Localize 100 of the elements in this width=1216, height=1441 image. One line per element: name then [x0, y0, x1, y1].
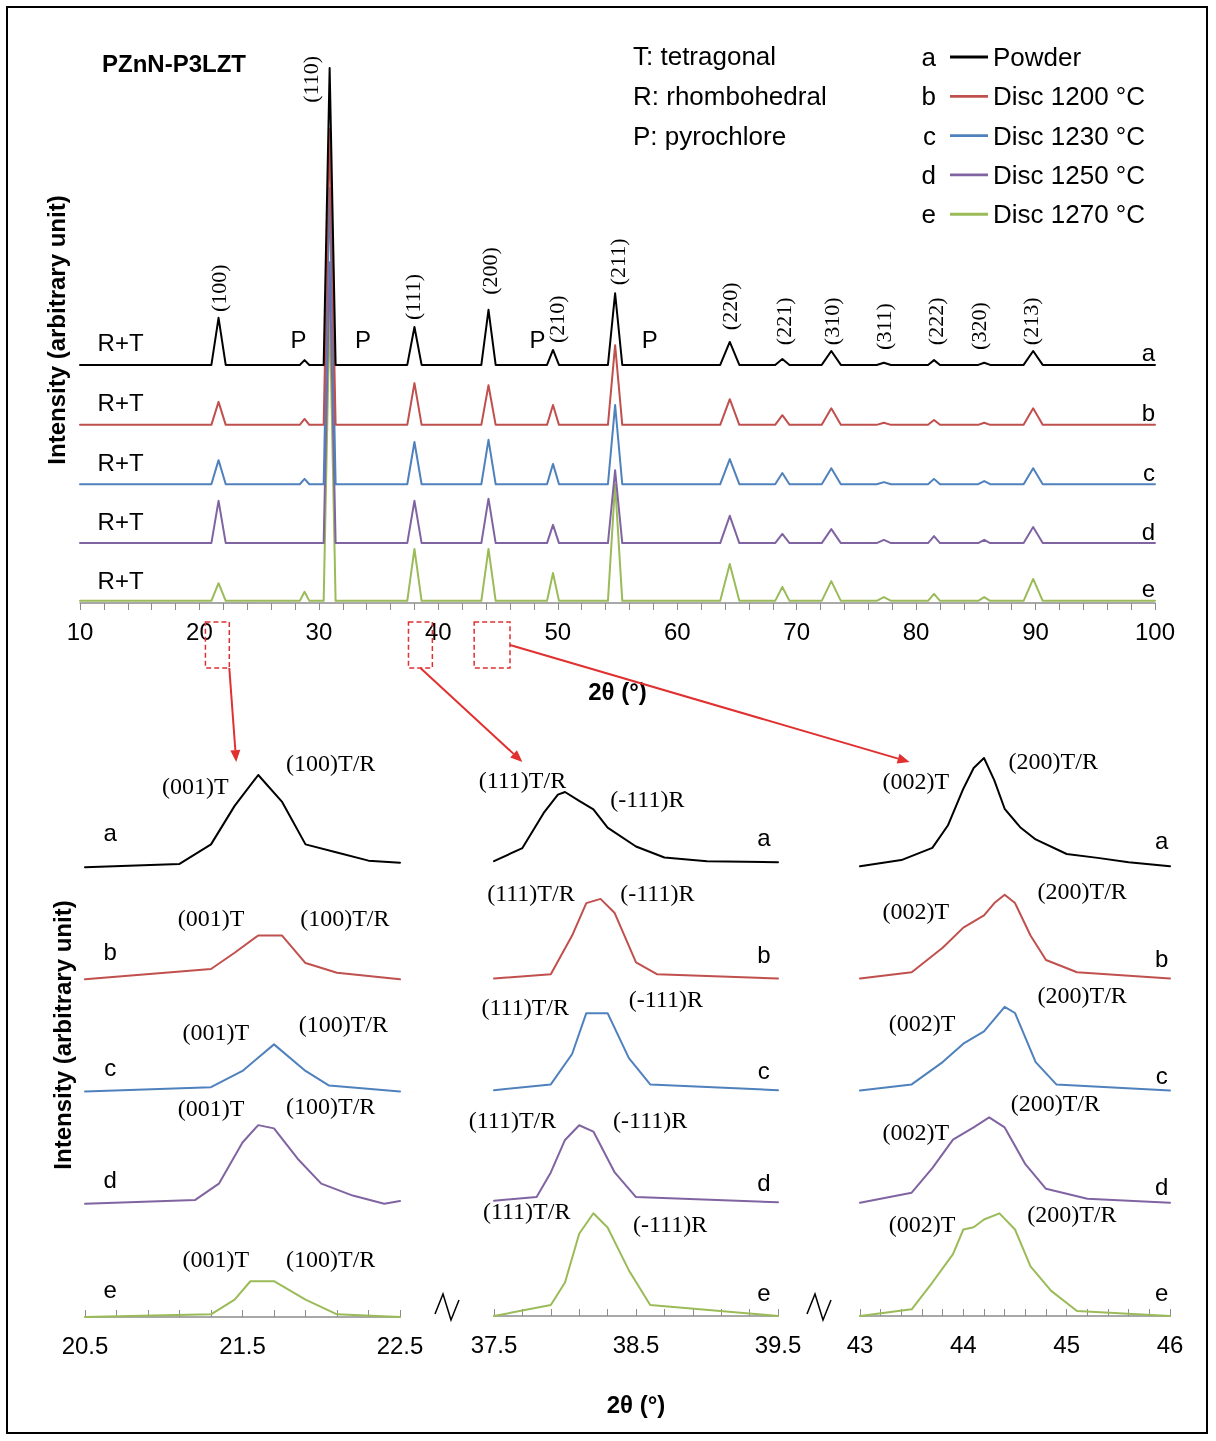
chart-title: PZnN-P3LZT	[102, 49, 247, 77]
annotation: R+T	[97, 566, 144, 594]
annotation: (100)T/R	[286, 750, 376, 776]
text: c	[923, 120, 936, 151]
x-tick-label: 22.5	[376, 1331, 424, 1359]
annotation: (111)T/R	[482, 1198, 571, 1225]
legend-label: Disc 1250 °C	[993, 159, 1146, 190]
x-tick-label: 20	[186, 617, 213, 645]
annotation: (001)T	[182, 1246, 250, 1273]
text: d	[921, 159, 936, 190]
x-axis-title: 2θ (°)	[606, 1390, 666, 1418]
annotation: R+T	[97, 507, 144, 535]
annotation: (001)T	[161, 772, 229, 799]
annotation: (221)	[771, 297, 797, 346]
annotation: (-111)R	[620, 880, 695, 907]
annotation: (100)T/R	[300, 905, 390, 932]
x-tick-label: 100	[1134, 617, 1176, 645]
annotation: (001)T	[177, 1095, 245, 1122]
annotation: R+T	[97, 449, 144, 477]
x-tick-label: 21.5	[219, 1331, 266, 1359]
annotation: (320)	[965, 302, 991, 350]
annotation: R: rhombohedral	[633, 81, 827, 111]
annotation: (001)T	[182, 1019, 250, 1046]
annotation: c	[757, 1057, 770, 1085]
annotation: a	[1155, 827, 1170, 855]
annotation: (110)	[298, 55, 324, 103]
y-axis-title: Intensity (arbitrary unit)	[42, 195, 70, 465]
annotation: b	[1141, 399, 1155, 427]
annotation: (002)T	[888, 1010, 956, 1037]
annotation: b	[103, 937, 117, 965]
x-tick-label: 39.5	[754, 1330, 802, 1358]
x-tick-label: 70	[783, 617, 811, 645]
annotation: (310)	[818, 297, 844, 346]
annotation: a	[103, 818, 118, 846]
x-tick-label: 46	[1156, 1330, 1184, 1358]
annotation: (200)T/R	[1037, 878, 1127, 905]
annotation: (100)T/R	[286, 1093, 376, 1120]
legend-label: Powder	[993, 42, 1082, 72]
annotation: P	[290, 326, 307, 354]
annotation: d	[1155, 1173, 1169, 1201]
annotation: d	[1141, 517, 1155, 545]
text: e	[921, 199, 936, 230]
x-tick-label: 80	[902, 617, 930, 645]
annotation: (200)T/R	[1037, 981, 1127, 1008]
annotation: (002)T	[888, 1210, 956, 1237]
annotation: a	[1141, 339, 1156, 367]
annotation: (111)T/R	[487, 880, 575, 907]
y-axis-title: Intensity (arbitrary unit)	[48, 900, 76, 1170]
annotation: e	[103, 1276, 117, 1304]
annotation: (200)T/R	[1008, 747, 1098, 774]
annotation: (222)	[922, 297, 948, 346]
x-axis-title: 2θ (°)	[588, 677, 647, 705]
annotation: (200)T/R	[1027, 1200, 1117, 1227]
annotation: P: pyrochlore	[633, 121, 787, 151]
x-tick-label: 50	[544, 617, 572, 645]
annotation: (211)	[605, 238, 630, 286]
annotation: (002)T	[882, 1118, 950, 1145]
annotation: b	[757, 940, 771, 968]
x-tick-label: 20.5	[61, 1331, 109, 1359]
annotation: a	[757, 824, 772, 852]
text: b	[921, 81, 936, 112]
annotation: e	[757, 1279, 771, 1307]
annotation: (100)T/R	[298, 1011, 388, 1038]
text: a	[921, 42, 936, 72]
annotation: (001)T	[177, 905, 245, 932]
annotation: (-111)R	[610, 786, 685, 813]
annotation: e	[1141, 575, 1155, 603]
annotation: d	[757, 1169, 771, 1197]
annotation: c	[1155, 1061, 1168, 1089]
x-tick-label: 37.5	[470, 1330, 518, 1358]
x-tick-label: 38.5	[612, 1330, 660, 1358]
legend-label: Disc 1230 °C	[993, 120, 1146, 151]
annotation: e	[1155, 1279, 1169, 1307]
annotation: (100)T/R	[286, 1246, 376, 1273]
annotation: P	[529, 326, 546, 354]
annotation: (111)T/R	[468, 1106, 557, 1133]
annotation: (100)	[206, 264, 232, 312]
annotation: (002)T	[882, 898, 950, 925]
annotation: (220)	[717, 282, 743, 331]
annotation: (111)T/R	[481, 994, 570, 1021]
annotation: R+T	[97, 328, 144, 356]
x-tick-label: 40	[424, 617, 452, 645]
annotation: (210)	[544, 295, 570, 343]
x-tick-label: 30	[305, 617, 333, 645]
annotation: P	[641, 326, 658, 354]
annotation: b	[1155, 944, 1169, 972]
annotation: (111)	[399, 273, 425, 320]
annotation: c	[1143, 458, 1155, 486]
annotation: (-111)R	[628, 986, 703, 1013]
x-tick-label: 43	[846, 1330, 874, 1358]
x-tick-label: 44	[949, 1330, 977, 1358]
annotation: R+T	[97, 389, 144, 417]
legend-label: Disc 1270 °C	[993, 199, 1146, 230]
annotation: (213)	[1018, 297, 1044, 346]
annotation: (200)T/R	[1010, 1090, 1100, 1117]
annotation: (311)	[871, 303, 897, 350]
x-tick-label: 10	[66, 617, 94, 645]
legend-label: Disc 1200 °C	[993, 81, 1146, 112]
x-tick-label: 60	[663, 617, 691, 645]
annotation: (002)T	[882, 767, 950, 794]
